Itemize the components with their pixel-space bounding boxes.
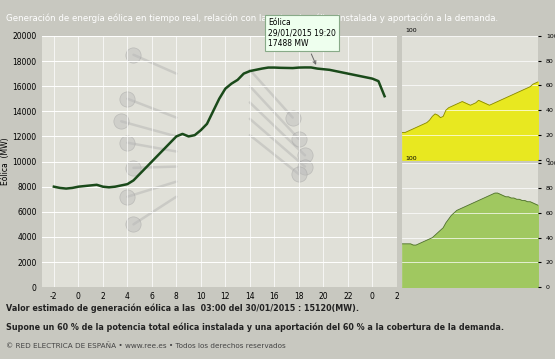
Y-axis label: Eólica  (MW): Eólica (MW)	[1, 138, 10, 185]
Text: Generación de energía eólica en tiempo real, relación con la potencia eólica ins: Generación de energía eólica en tiempo r…	[6, 13, 498, 23]
Text: Valor estimado de generación eólica a las  03:00 del 30/01/2015 : 15120(MW).: Valor estimado de generación eólica a la…	[6, 303, 359, 313]
Text: Supone un 60 % de la potencia total eólica instalada y una aportación del 60 % a: Supone un 60 % de la potencia total eóli…	[6, 322, 503, 332]
Text: © RED ELECTRICA DE ESPAÑA • www.ree.es • Todos los derechos reservados: © RED ELECTRICA DE ESPAÑA • www.ree.es •…	[6, 342, 285, 349]
Text: 100: 100	[405, 28, 417, 33]
Text: 100: 100	[405, 156, 417, 161]
Text: Eólica
29/01/2015 19:20
17488 MW: Eólica 29/01/2015 19:20 17488 MW	[268, 18, 336, 64]
